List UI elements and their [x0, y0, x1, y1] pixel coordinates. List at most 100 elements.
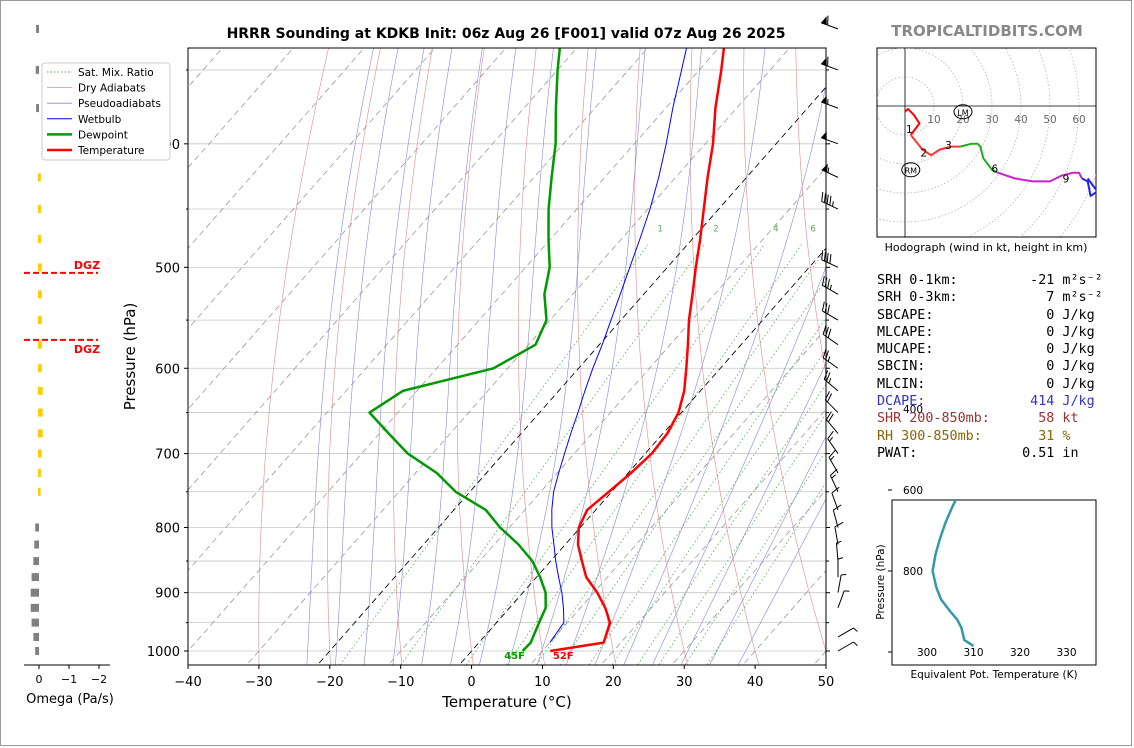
omega-bar — [38, 469, 41, 478]
thetae-xtick-label: 320 — [1010, 647, 1030, 659]
wind-barb — [832, 504, 842, 528]
hodograph-height-label: 3 — [945, 140, 952, 152]
barb-staff — [837, 641, 854, 652]
dry-adiabat — [518, 48, 546, 665]
index-row: SBCIN: 0 J/kg — [877, 359, 1095, 375]
index-row: MUCAPE: 0 J/kg — [877, 342, 1095, 358]
barb-half — [827, 356, 831, 362]
temp-tick-label: 50 — [818, 675, 835, 690]
hodograph-height-label: 1 — [906, 124, 913, 136]
dry-adiabat — [634, 48, 688, 665]
omega-bar — [30, 588, 39, 597]
temp-tick-label: 40 — [747, 675, 764, 690]
hodograph-border — [876, 47, 1097, 238]
barb-full — [824, 303, 828, 313]
wind-barb — [837, 573, 847, 593]
omega-bar — [35, 647, 39, 655]
index-row: MLCAPE: 0 J/kg — [877, 324, 1095, 340]
temp-tick-label: −20 — [316, 675, 343, 690]
wind-barb — [821, 250, 839, 268]
hodograph-ring-label: 40 — [1014, 114, 1027, 126]
hodograph-ring-label: 20 — [956, 114, 969, 126]
barb-full — [827, 278, 830, 289]
barb-full — [822, 325, 827, 335]
wind-barb — [826, 411, 839, 434]
pseudoadiabat — [363, 48, 425, 665]
wind-barb — [828, 449, 839, 474]
hodograph-ring-label: 50 — [1043, 114, 1056, 126]
omega-panel: DGZ DGZ 0 −1 −2 Omega (Pa/s) — [24, 24, 114, 707]
dry-adiabat — [689, 48, 760, 665]
legend-entry: Wetbulb — [78, 114, 122, 126]
barb-full — [826, 194, 829, 205]
omega-bar — [38, 487, 41, 496]
hodograph-ring-label: 30 — [985, 114, 998, 126]
barb-staff — [837, 627, 854, 638]
barb-staff — [820, 137, 839, 145]
mixing-ratio-label: 1 — [657, 224, 662, 234]
barb-half — [828, 378, 832, 384]
pressure-tick-label: 800 — [155, 521, 180, 536]
pseudoadiabat — [737, 498, 826, 665]
wind-barb — [824, 391, 839, 413]
pseudoadiabat — [709, 435, 826, 665]
barb-full — [821, 301, 825, 312]
barb-full — [826, 411, 832, 420]
lm-marker — [953, 104, 973, 120]
wind-barb — [820, 131, 839, 145]
skewt-profiles: 45F 52F — [368, 48, 726, 662]
wind-barb — [820, 95, 839, 109]
hodograph-height-label: 9 — [1063, 174, 1070, 186]
omega-bar — [30, 603, 39, 612]
barb-full — [826, 252, 829, 263]
barb-staff — [822, 357, 839, 369]
hodograph-ring-label: 60 — [1072, 114, 1085, 126]
omega-bar — [38, 316, 42, 325]
mixing-ratio-label: 10 — [857, 224, 868, 234]
barb-full — [834, 521, 844, 528]
hodograph-panel: 10 20 30 40 50 60 12 3 6 9 LM RM — [876, 47, 1097, 238]
wind-barb — [821, 191, 839, 210]
index-row: DCAPE: 414 J/kg — [877, 394, 1095, 410]
thetae-xlabel: Equivalent Pot. Temperature (K) — [910, 669, 1077, 681]
barb-full — [831, 486, 840, 494]
thetae-profile — [931, 500, 975, 647]
rm-marker — [901, 162, 921, 178]
surface-dewpoint-label: 45F — [504, 651, 525, 662]
pressure-tick-label: 900 — [155, 587, 180, 602]
barb-staff — [834, 526, 839, 545]
index-row: SRH 0-1km: -21 m²s⁻² — [877, 273, 1103, 288]
barb-full — [827, 56, 829, 67]
hodograph-segment — [997, 171, 1083, 183]
dry-adiabat — [795, 48, 826, 376]
barb-half — [844, 590, 850, 592]
barb-full — [829, 254, 832, 264]
mixing-ratio-label: 2 — [713, 224, 718, 234]
mixing-ratio-line — [465, 244, 765, 665]
barb-staff — [822, 333, 839, 346]
mixing-ratio-line — [611, 348, 826, 665]
dewpoint-profile — [368, 48, 562, 652]
barb-half — [829, 284, 832, 290]
barb-half — [836, 540, 842, 544]
barb-half — [831, 474, 836, 479]
barb-full — [827, 15, 829, 26]
index-row: SRH 0-3km: 7 m²s⁻² — [877, 290, 1103, 306]
wind-barb — [831, 486, 840, 511]
wind-barb — [835, 540, 842, 562]
dry-adiabat — [577, 48, 617, 665]
wind-barb — [822, 325, 839, 346]
temp-tick-label: 20 — [605, 675, 622, 690]
brand-watermark: TROPICALTIDBITS.COM — [891, 22, 1083, 40]
dry-adiabat — [327, 48, 381, 665]
hodograph-segment — [904, 107, 921, 136]
hodograph-height-label: 2 — [921, 147, 928, 159]
mixing-ratio-label: 6 — [810, 224, 815, 234]
pseudoadiabat — [306, 48, 374, 665]
dry-adiabat — [1121, 0, 1134, 678]
dry-adiabat — [456, 48, 485, 665]
pseudoadiabat — [680, 362, 826, 665]
pseudoadiabat — [623, 83, 826, 665]
wind-barb — [834, 521, 844, 545]
thetae-xtick-label: 310 — [963, 647, 983, 659]
